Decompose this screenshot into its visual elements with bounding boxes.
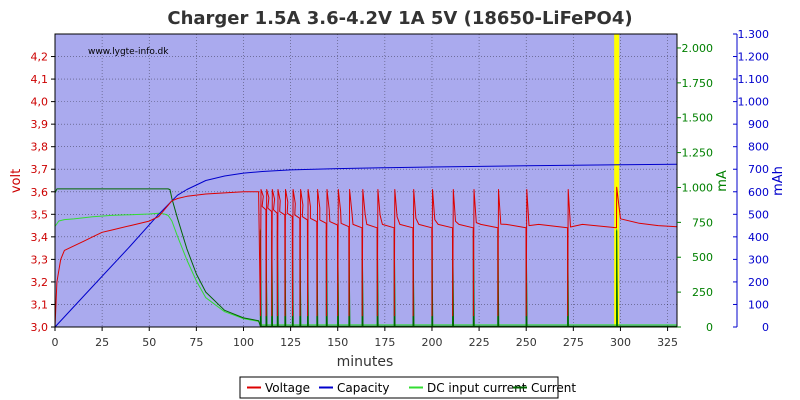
y-axis-label-left: volt: [9, 169, 24, 193]
watermark: www.lygte-info.dk: [88, 47, 169, 57]
y-left-tick-label: 4,1: [31, 73, 49, 86]
y-left-tick-label: 3,0: [31, 321, 49, 334]
y-left-tick-label: 3,6: [31, 186, 49, 199]
y-mah-tick-label: 0: [762, 321, 769, 334]
plot-frame: [54, 33, 678, 328]
y-mah-tick-label: 500: [748, 208, 769, 221]
y-ma-tick-label: 1.750: [682, 77, 714, 90]
y-left-tick-label: 3,7: [31, 163, 49, 176]
y-left-tick-label: 4,0: [31, 96, 49, 109]
y-mah-tick-label: 800: [748, 141, 769, 154]
y-ma-tick-label: 500: [692, 251, 713, 264]
y-left-tick-label: 3,8: [31, 141, 49, 154]
y-mah-tick-label: 600: [748, 186, 769, 199]
axes-group: 0 25 50 75 100 125 150 175 200 225 250 275 300 325 3,0…: [31, 28, 770, 349]
legend-label: Current: [531, 381, 576, 395]
y-mah-tick-label: 100: [748, 298, 769, 311]
grid-lines: [54, 34, 677, 328]
y-left-tick-label: 3,4: [31, 231, 49, 244]
y-mah-tick-label: 300: [748, 253, 769, 266]
series-line-capacity: [54, 163, 678, 328]
y-left-tick-label: 3,5: [31, 208, 49, 221]
legend-label: Voltage: [265, 381, 310, 395]
legend: Voltage Capacity DC input current Current: [239, 376, 576, 399]
y-mah-tick-label: 200: [748, 276, 769, 289]
y-axis-label-ma: mA: [715, 170, 730, 192]
x-tick-label: 75: [189, 336, 203, 349]
plot-background: [55, 34, 677, 327]
x-tick-label: 175: [374, 336, 395, 349]
y-ma-tick-label: 1.250: [682, 147, 714, 160]
y-left-tick-label: 3,2: [31, 276, 49, 289]
legend-label: Capacity: [337, 381, 389, 395]
y-mah-tick-label: 400: [748, 231, 769, 244]
y-ma-tick-label: 250: [692, 286, 713, 299]
x-tick-label: 275: [563, 336, 584, 349]
y-mah-tick-label: 700: [748, 163, 769, 176]
x-tick-label: 125: [280, 336, 301, 349]
legend-label: DC input current: [427, 381, 527, 395]
y-ma-tick-label: 2.000: [682, 42, 714, 55]
y-left-tick-label: 3,9: [31, 118, 49, 131]
time-marker: [614, 34, 620, 327]
y-ma-tick-label: 0: [706, 321, 713, 334]
legend-box: [239, 376, 559, 399]
x-tick-label: 0: [52, 336, 59, 349]
x-tick-label: 250: [516, 336, 537, 349]
x-tick-label: 325: [657, 336, 678, 349]
y-ma-tick-label: 1.000: [682, 181, 714, 194]
y-ma-tick-label: 750: [692, 216, 713, 229]
y-ma-tick-label: 1.500: [682, 112, 714, 125]
marker-band: [614, 34, 620, 327]
x-tick-label: 25: [95, 336, 109, 349]
x-tick-label: 50: [142, 336, 156, 349]
y-mah-tick-label: 1.300: [738, 28, 770, 41]
y-mah-tick-label: 1.000: [738, 96, 770, 109]
x-tick-label: 200: [421, 336, 442, 349]
x-tick-label: 100: [233, 336, 254, 349]
y-mah-tick-label: 1.100: [738, 73, 770, 86]
series-line-voltage: [54, 186, 678, 328]
x-axis-label: minutes: [337, 354, 394, 370]
x-tick-label: 150: [327, 336, 348, 349]
x-tick-label: 225: [469, 336, 490, 349]
y-mah-tick-label: 900: [748, 118, 769, 131]
plot-area: [55, 34, 677, 327]
y-mah-tick-label: 1.200: [738, 51, 770, 64]
y-left-tick-label: 3,3: [31, 253, 49, 266]
y-left-tick-label: 4,2: [31, 51, 49, 64]
chart-title: Charger 1.5A 3.6-4.2V 1A 5V (18650-LiFeP…: [167, 8, 632, 29]
y-axis-label-mah: mAh: [771, 166, 786, 196]
series-group: [54, 163, 678, 328]
x-tick-label: 300: [610, 336, 631, 349]
y-left-tick-label: 3,1: [31, 298, 49, 311]
